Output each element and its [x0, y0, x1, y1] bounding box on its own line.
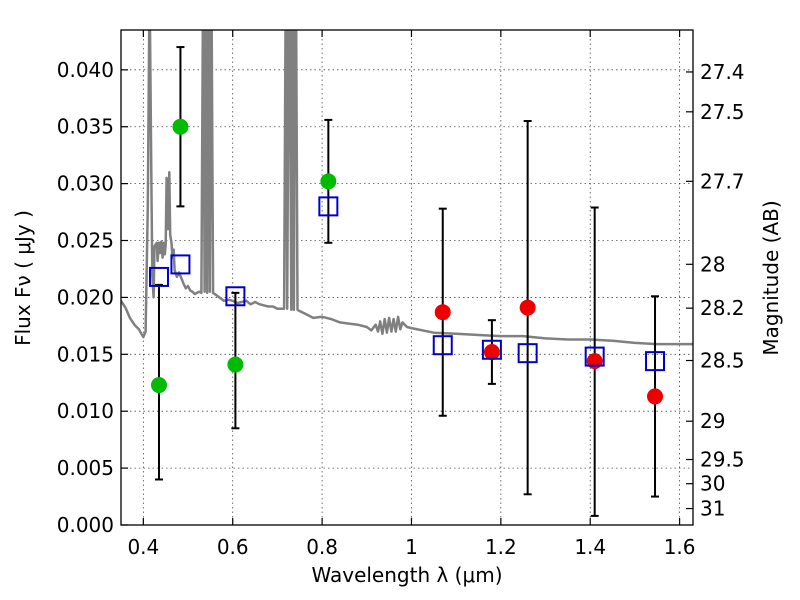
model-photometry-marker — [645, 351, 666, 372]
x-axis-title: Wavelength λ (μm) — [311, 563, 502, 587]
y-tick-label: 0.030 — [57, 172, 114, 196]
model-spectrum-line — [121, 30, 693, 346]
x-tick-label: 1 — [405, 535, 418, 559]
y-axis-title: Flux Fν ( μJy ) — [11, 210, 35, 346]
y2-tick-label: 27.5 — [700, 100, 745, 124]
model-spectrum-layer — [121, 30, 693, 346]
model-photometry-marker — [584, 346, 605, 367]
observed-flux-point — [519, 299, 536, 316]
y2-tick-label: 29.5 — [700, 448, 745, 472]
model-photometry-marker — [432, 335, 453, 356]
x-tick-label: 0.6 — [217, 535, 249, 559]
y-tick-label: 0.015 — [57, 342, 114, 366]
y-tick-label: 0.010 — [57, 399, 114, 423]
observed-flux-point — [320, 173, 337, 190]
plot-frame — [120, 29, 694, 526]
observed-flux-point — [434, 304, 451, 321]
y-tick-label: 0.000 — [57, 513, 114, 537]
y2-tick-label: 30 — [700, 472, 725, 496]
x-tick-label: 1.4 — [574, 535, 606, 559]
y-tick-label: 0.025 — [57, 229, 114, 253]
y2-tick-label: 28.2 — [700, 296, 745, 320]
x-tick-label: 1.6 — [664, 535, 696, 559]
y2-tick-label: 29 — [700, 409, 725, 433]
x-tick-label: 0.4 — [127, 535, 159, 559]
y2-tick-label: 27.7 — [700, 169, 745, 193]
observed-flux-point — [483, 344, 500, 361]
y2-tick-label: 31 — [700, 497, 725, 521]
y2-tick-label: 27.4 — [700, 60, 745, 84]
observed-flux-point — [227, 356, 244, 373]
observed-flux-point — [172, 118, 189, 135]
y-axis-flux: 0.000 0.005 0.010 0.015 0.020 0.025 0.030 0.035… — [57, 58, 128, 537]
model-photometry-marker — [225, 286, 246, 307]
model-photometry-marker — [481, 339, 502, 360]
x-tick-label: 1.2 — [485, 535, 517, 559]
y-tick-label: 0.040 — [57, 58, 114, 82]
model-photometry-marker — [517, 343, 538, 364]
data-markers — [148, 118, 666, 405]
y-tick-label: 0.035 — [57, 115, 114, 139]
model-photometry-marker — [318, 196, 339, 217]
y-tick-label: 0.020 — [57, 285, 114, 309]
y2-axis-title: Magnitude (AB) — [759, 200, 783, 355]
model-photometry-marker — [170, 254, 191, 275]
y-tick-label: 0.005 — [57, 456, 114, 480]
y2-tick-label: 28 — [700, 252, 725, 276]
observed-flux-point — [150, 377, 167, 394]
observed-flux-point — [647, 388, 664, 405]
model-photometry-marker — [148, 266, 169, 287]
grid — [121, 30, 693, 526]
y2-tick-label: 28.5 — [700, 349, 745, 373]
observed-flux-point — [586, 353, 603, 370]
error-bars — [154, 46, 660, 517]
x-axis: 0.4 0.6 0.8 1 1.2 1.4 1.6 — [127, 30, 696, 559]
x-tick-label: 0.8 — [306, 535, 338, 559]
